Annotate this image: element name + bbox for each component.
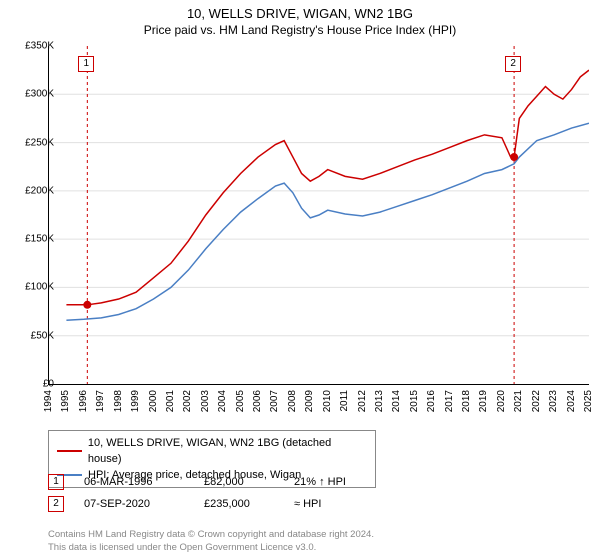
y-axis-label: £350K [25,41,54,52]
chart-subtitle: Price paid vs. HM Land Registry's House … [0,23,600,37]
x-axis-label: 1999 [130,390,141,412]
x-axis-label: 2004 [217,390,228,412]
y-axis-label: £150K [25,234,54,245]
x-axis-label: 2015 [409,390,420,412]
sale-row: 1 06-MAR-1996 £82,000 21% ↑ HPI [48,474,374,490]
x-axis-label: 2018 [461,390,472,412]
y-axis-label: £200K [25,185,54,196]
x-axis-label: 2021 [513,390,524,412]
footer-attribution: Contains HM Land Registry data © Crown c… [48,529,374,554]
y-axis-label: £0 [43,379,54,390]
x-axis-label: 1998 [113,390,124,412]
footer-line1: Contains HM Land Registry data © Crown c… [48,529,374,541]
sale-date: 07-SEP-2020 [84,498,184,510]
sale-date: 06-MAR-1996 [84,476,184,488]
sale-hpi: ≈ HPI [294,498,374,510]
sale-row: 2 07-SEP-2020 £235,000 ≈ HPI [48,496,374,512]
x-axis-label: 2016 [426,390,437,412]
y-axis-label: £250K [25,137,54,148]
sales-list: 1 06-MAR-1996 £82,000 21% ↑ HPI 2 07-SEP-2020… [48,474,374,518]
x-axis-label: 1994 [43,390,54,412]
x-axis-label: 2025 [583,390,594,412]
chart-title: 10, WELLS DRIVE, WIGAN, WN2 1BG [0,6,600,21]
x-axis-label: 2020 [496,390,507,412]
x-axis-label: 2005 [235,390,246,412]
x-axis-label: 2019 [478,390,489,412]
sale-hpi: 21% ↑ HPI [294,476,374,488]
x-axis-label: 2007 [269,390,280,412]
sale-marker-icon: 1 [48,474,64,490]
x-axis-label: 2010 [322,390,333,412]
legend-swatch [57,450,82,452]
x-axis-label: 2000 [148,390,159,412]
legend-label: 10, WELLS DRIVE, WIGAN, WN2 1BG (detache… [88,435,367,467]
footer-line2: This data is licensed under the Open Gov… [48,542,374,554]
legend-item: 10, WELLS DRIVE, WIGAN, WN2 1BG (detache… [57,435,367,467]
y-axis-label: £300K [25,89,54,100]
x-axis-label: 2011 [339,390,350,412]
y-axis-label: £50K [31,330,54,341]
x-axis-label: 2014 [391,390,402,412]
x-axis-label: 2024 [566,390,577,412]
x-axis-label: 1996 [78,390,89,412]
x-axis-label: 2023 [548,390,559,412]
x-axis-label: 1997 [95,390,106,412]
x-axis-label: 2009 [304,390,315,412]
y-axis-label: £100K [25,282,54,293]
sale-price: £82,000 [204,476,274,488]
x-axis-label: 2002 [182,390,193,412]
x-axis-label: 1995 [60,390,71,412]
x-axis-label: 2008 [287,390,298,412]
sale-marker-icon: 2 [48,496,64,512]
sale-price: £235,000 [204,498,274,510]
x-axis-label: 2012 [357,390,368,412]
chart-container: 10, WELLS DRIVE, WIGAN, WN2 1BG Price pa… [0,0,600,560]
x-axis-label: 2006 [252,390,263,412]
plot-area [48,46,589,385]
title-area: 10, WELLS DRIVE, WIGAN, WN2 1BG Price pa… [0,0,600,37]
sale-marker-annotation: 1 [78,56,94,72]
sale-marker-annotation: 2 [505,56,521,72]
x-axis-label: 2017 [444,390,455,412]
x-axis-label: 2001 [165,390,176,412]
chart-svg [49,46,589,384]
x-axis-label: 2013 [374,390,385,412]
x-axis-label: 2003 [200,390,211,412]
x-axis-label: 2022 [531,390,542,412]
